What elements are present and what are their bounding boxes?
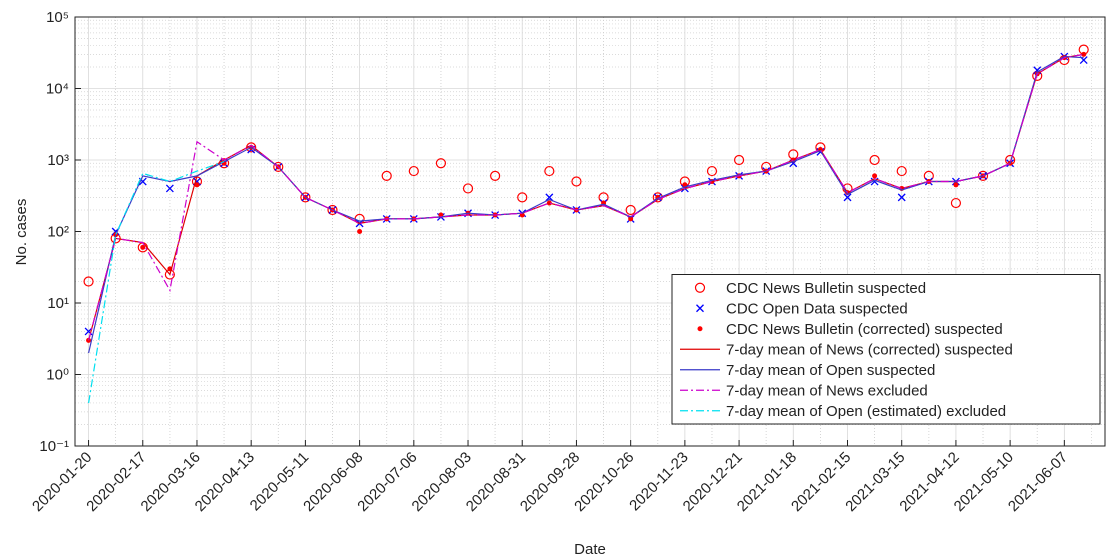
x-marker-stroke [1079,56,1088,65]
x-marker-stroke [165,184,174,193]
circle-marker [381,170,392,181]
circle-marker [950,197,962,209]
y-tick-label: 10⁰ [46,367,69,384]
legend-box [671,274,1101,425]
legend-label: CDC Open Data suspected [726,300,908,317]
circle-marker [571,176,582,187]
y-tick-label: 10³ [47,152,69,169]
circle-marker [896,165,907,177]
y-tick-label: 10² [47,224,69,241]
dot-marker [872,173,878,179]
legend-label: 7-day mean of Open suspected [726,362,935,379]
circle-marker [435,158,447,169]
mean-line [88,53,1084,341]
circle-marker [327,204,338,216]
y-tick-label: 10⁻¹ [39,438,69,455]
circle-marker [273,161,284,173]
y-tick-label: 10¹ [47,295,69,312]
legend-marker [697,326,703,332]
legend-label: 7-day mean of News (corrected) suspected [726,341,1013,358]
legend-label: 7-day mean of News excluded [726,382,928,399]
x-marker-stroke [843,193,852,202]
x-axis-label: Date [574,541,606,558]
dot-marker [140,244,146,250]
plot-frame [74,16,1106,447]
legend-label: 7-day mean of Open (estimated) excluded [726,403,1006,420]
circle-marker [517,192,528,203]
circle-marker [462,183,474,194]
legend-marker [694,282,706,293]
dot-marker [194,182,200,188]
x-marker [165,184,174,193]
x-marker-stroke [897,193,906,202]
mean-line [88,55,1084,354]
y-axis-label: No. cases [13,199,30,266]
circle-marker [83,276,94,287]
circle-marker [300,192,311,203]
circle-marker [544,165,555,177]
dot-marker [628,216,634,222]
mean-line [88,161,225,404]
circle-marker [625,204,636,216]
circle-marker [706,165,718,177]
circle-marker [733,154,745,166]
circle-marker [869,154,880,166]
legend-marker [696,304,704,313]
y-tick-label: 10⁵ [46,9,69,26]
circle-marker [408,165,419,177]
y-tick-label: 10⁴ [46,81,69,98]
x-marker-stroke [1033,66,1042,75]
x-marker [545,193,554,202]
legend-label: CDC News Bulletin (corrected) suspected [726,321,1003,338]
dot-marker [357,229,363,234]
x-marker [897,193,906,202]
dot-marker [1081,51,1087,57]
x-marker [843,193,852,202]
x-marker-stroke [545,193,554,202]
x-marker-stroke [138,177,147,186]
circle-marker [977,170,989,181]
circle-marker [490,170,501,181]
dot-marker [953,182,959,188]
legend-label: CDC News Bulletin suspected [726,280,926,297]
x-marker-stroke [84,327,93,336]
